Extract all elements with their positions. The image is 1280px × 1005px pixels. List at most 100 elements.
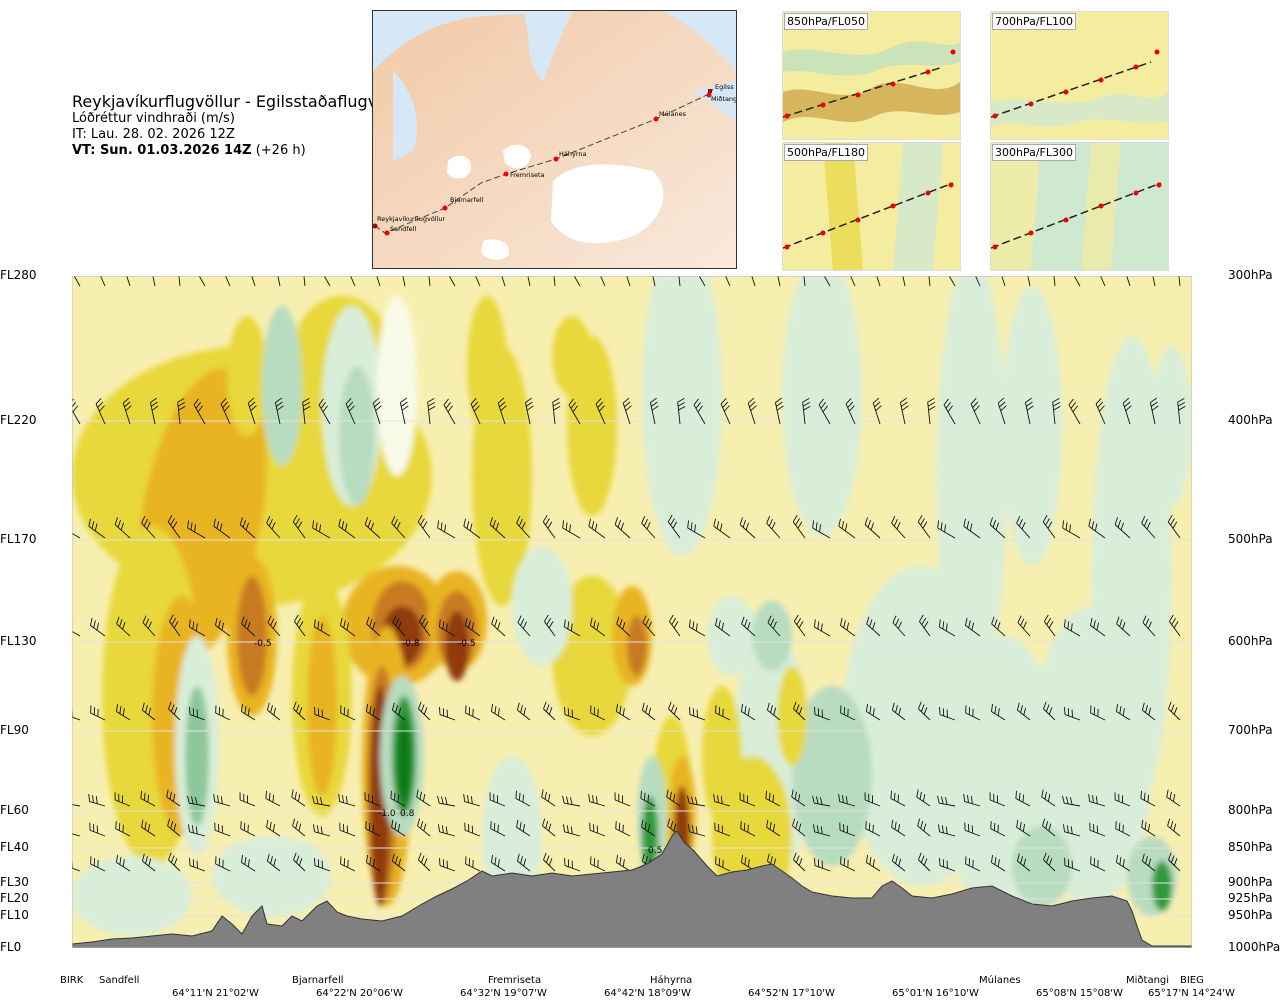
wind-barb <box>294 614 306 637</box>
wind-barb <box>439 857 456 872</box>
wind-barb <box>293 701 306 721</box>
wind-barb <box>562 795 581 807</box>
coordinate-label: 65°08'N 15°08'W <box>1036 988 1123 999</box>
wind-barb <box>740 821 756 837</box>
location-label: Sandfell <box>99 975 140 986</box>
wind-barb <box>766 516 781 539</box>
wind-barb <box>312 520 331 539</box>
cross-section-svg: -0.5 -0.8 -0.5 -1.0 0.8 0.5 <box>62 236 1193 949</box>
wind-barb <box>814 857 831 872</box>
wind-barb <box>917 515 931 539</box>
route-title: Reykjavíkurflugvöllur - Egilsstaðaflugvö… <box>72 92 413 111</box>
wind-barb <box>239 792 256 807</box>
contour-region <box>552 576 632 736</box>
route-map-svg: Reykjavíkurflugvöllur Sandfell Bjarnarfe… <box>373 11 736 268</box>
wind-barb <box>839 617 856 637</box>
wind-barb <box>213 518 231 539</box>
wind-barb <box>516 853 531 872</box>
wind-barb <box>312 795 331 807</box>
wind-barb <box>872 397 882 425</box>
wind-barb <box>187 520 206 539</box>
wind-barb <box>818 398 831 425</box>
wind-barb <box>589 617 606 637</box>
wind-barb <box>840 705 856 721</box>
wind-barb <box>964 617 981 637</box>
wind-barb <box>792 515 806 539</box>
thumb-500hpa: 500hPa/FL180 <box>782 142 961 271</box>
waypoint-egilsstadir <box>708 89 712 93</box>
wind-barb <box>1115 854 1131 872</box>
wind-barb <box>392 615 406 637</box>
wind-barb <box>991 616 1006 637</box>
wind-barb <box>437 520 456 539</box>
wind-barb <box>970 398 981 425</box>
contour-region <box>777 666 807 766</box>
wind-barb <box>1141 516 1156 539</box>
wind-barb <box>302 398 311 425</box>
wind-barb <box>338 793 356 807</box>
wind-barb <box>465 705 481 721</box>
wind-barb <box>866 616 881 637</box>
glacier-langjokull <box>447 155 472 179</box>
wind-barb <box>589 822 606 837</box>
contour-region <box>72 856 192 936</box>
contour-region <box>707 596 757 676</box>
wind-barb <box>391 516 406 539</box>
wind-barb <box>141 516 156 539</box>
wind-barb <box>899 397 909 425</box>
wind-barb <box>588 518 606 539</box>
wind-barb <box>399 397 409 425</box>
wind-barb <box>1167 818 1181 837</box>
wind-barb <box>443 398 456 425</box>
wind-barb <box>340 856 356 872</box>
wind-barb <box>366 616 381 637</box>
map-label-sandfell: Sandfell <box>390 225 416 233</box>
wind-barb <box>220 398 231 425</box>
contour-region <box>752 601 792 671</box>
wind-barb <box>167 818 181 837</box>
wind-barb <box>95 398 106 425</box>
coordinate-label: 65°01'N 16°10'W <box>892 988 979 999</box>
contour-region <box>397 716 411 806</box>
contour-region <box>307 616 337 796</box>
wind-barb <box>590 705 606 721</box>
wind-barb <box>965 856 981 872</box>
fl-tick-label: FL40 <box>0 840 29 854</box>
wind-barb <box>715 705 731 721</box>
wind-barb <box>713 518 731 539</box>
wind-barb <box>791 789 806 807</box>
wind-barb <box>813 824 831 837</box>
wind-barb <box>240 703 256 721</box>
thumb-300hpa-svg <box>991 143 1168 270</box>
valid-time-lead: (+26 h) <box>255 143 306 158</box>
wind-barb <box>266 853 281 872</box>
wind-barb <box>1044 614 1056 637</box>
wind-barb <box>917 818 931 837</box>
wind-barb <box>687 520 706 539</box>
wind-barb <box>963 518 981 539</box>
wind-barb <box>615 854 631 872</box>
wind-barb <box>241 616 256 637</box>
wind-barb <box>142 615 156 637</box>
route-map: Reykjavíkurflugvöllur Sandfell Bjarnarfe… <box>372 10 737 269</box>
wind-barb <box>1142 615 1156 637</box>
wind-barb <box>1168 852 1181 872</box>
wind-barb <box>292 818 306 837</box>
glacier-myrdalsjokull <box>481 239 509 260</box>
wind-barb <box>622 397 632 425</box>
wind-barb <box>1016 853 1031 872</box>
wind-barb <box>563 619 581 637</box>
wind-barb <box>839 822 856 837</box>
contour-region <box>552 316 592 396</box>
wind-barb <box>543 701 556 721</box>
wind-barb <box>766 702 781 721</box>
wind-barb <box>141 819 156 837</box>
wind-barb <box>491 616 506 637</box>
contour-region <box>467 296 507 436</box>
wind-barb <box>865 703 881 721</box>
wind-barb <box>115 703 131 721</box>
wind-barb <box>563 824 581 837</box>
wind-barb <box>938 619 956 637</box>
wind-barb <box>90 856 106 872</box>
thumb-700hpa-svg <box>991 12 1168 139</box>
